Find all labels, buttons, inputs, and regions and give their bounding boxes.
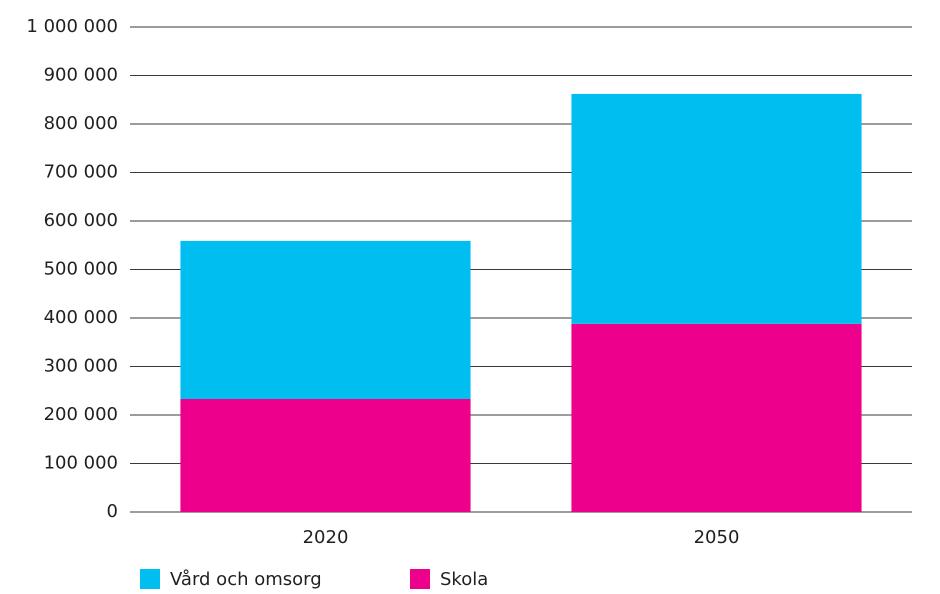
- y-tick-label: 1 000 000: [26, 16, 118, 37]
- y-tick-label: 100 000: [44, 453, 118, 474]
- bar-segment: [180, 240, 471, 399]
- bar-segment: [180, 398, 471, 512]
- y-tick-label: 400 000: [44, 307, 118, 328]
- y-tick-label: 800 000: [44, 113, 118, 134]
- y-tick-label: 0: [107, 501, 118, 522]
- y-tick-label: 500 000: [44, 259, 118, 280]
- y-tick-label: 200 000: [44, 404, 118, 425]
- y-tick-label: 600 000: [44, 210, 118, 231]
- x-tick-label: 2020: [303, 527, 349, 548]
- bar-segment: [571, 93, 862, 324]
- legend-swatch: [410, 569, 430, 589]
- y-tick-label: 900 000: [44, 65, 118, 86]
- legend-swatch: [140, 569, 160, 589]
- y-tick-label: 700 000: [44, 162, 118, 183]
- bar-segment: [571, 323, 862, 512]
- x-tick-label: 2050: [694, 527, 740, 548]
- legend-label: Vård och omsorg: [170, 569, 322, 590]
- y-tick-label: 300 000: [44, 356, 118, 377]
- legend-label: Skola: [440, 569, 488, 590]
